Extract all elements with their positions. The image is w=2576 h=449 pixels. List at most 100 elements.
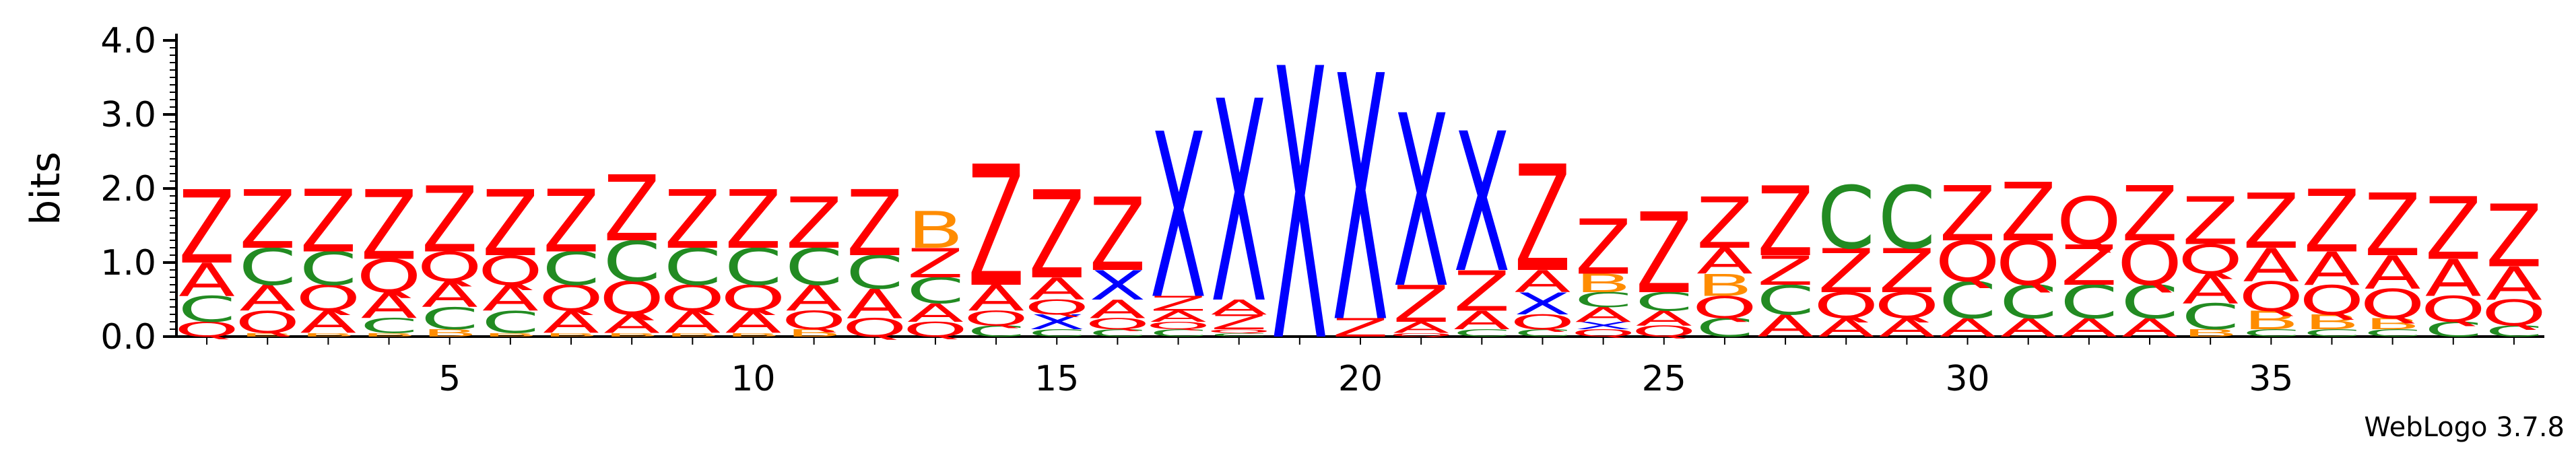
- y-axis: 0.0 1.0 2.0 3.0 4.0: [100, 21, 178, 357]
- logo-letter-x: X: [1453, 92, 1510, 315]
- logo-letter-q: Q: [1631, 322, 1696, 340]
- logo-letter-z: Z: [1818, 236, 1874, 306]
- logo-letter-q: Q: [1510, 311, 1575, 335]
- logo-letter-q: Q: [2420, 289, 2486, 331]
- logo-letter-a: A: [300, 305, 356, 340]
- logo-letter-c: C: [1028, 327, 1086, 339]
- logo-letter-a: A: [603, 310, 660, 339]
- logo-letter-a: A: [968, 278, 1024, 319]
- logo-letter-z: Z: [1575, 203, 1632, 291]
- logo-letter-c: C: [906, 271, 964, 312]
- logo-letter-q: Q: [2299, 277, 2365, 324]
- logo-letter-a: A: [664, 305, 721, 340]
- logo-letter-q: Q: [1995, 229, 2061, 299]
- logo-letter-x: X: [1089, 262, 1146, 309]
- logo-letter-a: A: [1696, 241, 1753, 282]
- logo-letter-c: C: [542, 243, 600, 296]
- logo-letter-b: B: [725, 332, 781, 338]
- logo-letter-a: A: [1211, 296, 1267, 320]
- logo-letter-z: Z: [1514, 134, 1571, 305]
- logo-letter-a: A: [1453, 306, 1510, 335]
- logo-letter-q: Q: [1146, 320, 1211, 331]
- logo-letter-q: Q: [2360, 281, 2425, 328]
- logo-letter-b: B: [786, 327, 843, 339]
- logo-letter-c: C: [2181, 297, 2239, 338]
- logo-letter-q: Q: [1874, 285, 1940, 326]
- logo-letter-c: C: [2485, 322, 2543, 340]
- logo-letter-q: Q: [599, 273, 665, 325]
- logo-letter-z: Z: [2365, 176, 2421, 276]
- logo-letter-q: Q: [1389, 332, 1454, 338]
- logo-letter-x: X: [1272, 0, 1328, 425]
- logo-letter-c: C: [2303, 327, 2361, 339]
- logo-letter-c: C: [2242, 327, 2300, 339]
- logo-letter-c: C: [2000, 277, 2057, 329]
- logo-letter-z: Z: [664, 172, 721, 267]
- logo-letter-x: X: [1028, 311, 1085, 335]
- logo-letter-z: Z: [1878, 236, 1935, 306]
- logo-letter-x: X: [1393, 67, 1449, 342]
- logo-letter-z: Z: [2182, 184, 2239, 260]
- y-tick-label: 1.0: [100, 243, 156, 283]
- x-axis: 5 10 15 20 25 30 35: [176, 335, 2544, 399]
- logo-letter-q: Q: [1085, 315, 1150, 333]
- logo-letter-z: Z: [1757, 167, 1814, 278]
- logo-letter-b: B: [2365, 315, 2421, 333]
- logo-letter-c: C: [663, 238, 721, 297]
- logo-letter-q: Q: [2057, 184, 2122, 260]
- logo-letter-q: Q: [842, 314, 907, 343]
- y-tick-label: 4.0: [100, 21, 156, 61]
- x-tick-label: 15: [1034, 359, 1079, 399]
- y-tick-label: 0.0: [100, 317, 156, 357]
- logo-letter-z: Z: [2000, 165, 2057, 259]
- logo-letter-b: B: [907, 201, 964, 260]
- logo-letter-q: Q: [174, 318, 240, 342]
- logo-letter-z: Z: [422, 168, 478, 273]
- logo-letter-c: C: [1575, 289, 1632, 312]
- logo-letter-q: Q: [1024, 296, 1090, 320]
- logo-letter-b: B: [543, 332, 599, 338]
- logo-letter-c: C: [1635, 287, 1693, 316]
- logo-letter-c: C: [1939, 271, 1997, 330]
- logo-letter-x: X: [1211, 42, 1267, 366]
- logo-letter-z: Z: [239, 172, 296, 267]
- logo-letter-q: Q: [235, 305, 300, 340]
- logo-letter-z: Z: [968, 131, 1024, 324]
- logo-letter-z: Z: [361, 171, 418, 282]
- logo-letter-b: B: [2243, 306, 2299, 335]
- x-tick-label: 25: [1642, 359, 1686, 399]
- logo-letter-z: Z: [786, 182, 843, 265]
- logo-letter-b: B: [664, 332, 721, 338]
- logo-letter-q: Q: [417, 244, 482, 291]
- logo-letter-x: X: [1575, 320, 1632, 331]
- logo-letter-a: A: [725, 305, 781, 340]
- logo-letter-a: A: [2425, 249, 2482, 308]
- logo-letter-a: A: [1089, 295, 1146, 324]
- logo-letter-c: C: [1089, 327, 1147, 339]
- logo-letter-z: Z: [1211, 311, 1267, 335]
- y-axis-label: bits: [22, 151, 69, 226]
- logo-letter-c: C: [1756, 277, 1814, 324]
- x-tick-label: 10: [731, 359, 775, 399]
- logo-letter-x: X: [1514, 286, 1571, 321]
- logo-letter-q: Q: [2239, 273, 2304, 320]
- logo-letter-z: Z: [907, 240, 964, 287]
- logo-letter-b: B: [1575, 269, 1632, 298]
- x-tick-label: 5: [438, 359, 461, 399]
- logo-letter-a: A: [907, 299, 964, 328]
- logo-letter-z: Z: [1940, 170, 1996, 258]
- logo-letter-z: Z: [2061, 234, 2117, 298]
- logo-letter-a: A: [1878, 314, 1935, 343]
- logo-letter-x: X: [1332, 5, 1389, 399]
- logo-letter-z: Z: [2303, 172, 2360, 272]
- logo-letter-z: Z: [1332, 314, 1389, 343]
- logo-letter-z: Z: [603, 157, 660, 263]
- logo-letter-a: A: [361, 285, 418, 326]
- logo-letter-q: Q: [2178, 236, 2243, 283]
- logo-letter-a: A: [1514, 264, 1571, 299]
- logo-letter-c: C: [725, 238, 783, 297]
- logo-letter-a: A: [2121, 314, 2178, 343]
- logo-letter-q: Q: [781, 306, 847, 335]
- logo-letter-a: A: [239, 278, 296, 319]
- logo-letter-c: C: [1878, 169, 1936, 269]
